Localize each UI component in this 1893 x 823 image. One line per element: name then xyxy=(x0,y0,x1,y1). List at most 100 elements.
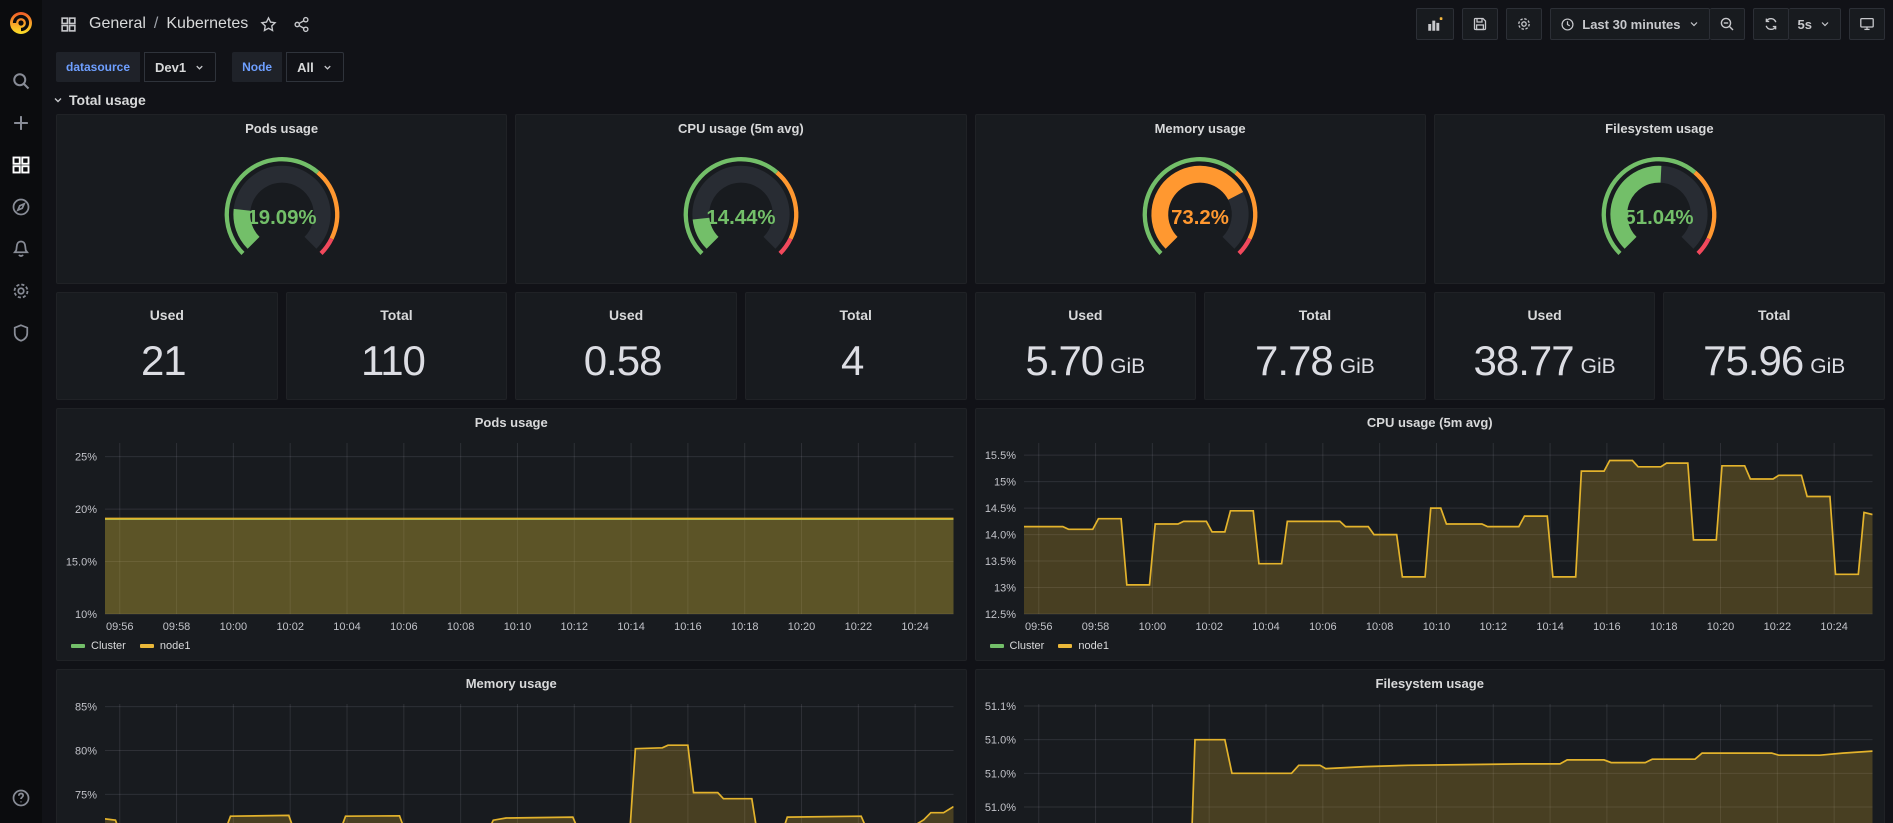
refresh-interval-picker[interactable]: 5s xyxy=(1788,8,1841,40)
kiosk-mode-button[interactable] xyxy=(1849,8,1885,40)
svg-text:51.0%: 51.0% xyxy=(984,768,1015,780)
breadcrumb-folder[interactable]: General xyxy=(89,15,146,32)
zoom-out-button[interactable] xyxy=(1709,8,1745,40)
stat-value: 4 xyxy=(841,337,864,384)
panel-chart-filesystem-usage[interactable]: Filesystem usage 09:5609:5810:0010:0210:… xyxy=(974,669,1885,823)
chevron-down-icon xyxy=(1821,22,1829,27)
stat-value: 38.77 xyxy=(1473,337,1575,384)
svg-text:09:56: 09:56 xyxy=(106,621,133,633)
stat-cpu-total[interactable]: Total 4 xyxy=(744,292,967,400)
configuration-gear-icon[interactable] xyxy=(4,274,38,308)
stat-filesystem-used[interactable]: Used 38.77 GiB xyxy=(1433,292,1656,400)
legend-label: node1 xyxy=(159,640,191,652)
panel-chart-cpu-usage[interactable]: CPU usage (5m avg) 09:56 09:58 10:00 10:02 1… xyxy=(974,408,1885,661)
svg-text:10:10: 10:10 xyxy=(504,621,531,633)
add-panel-button[interactable] xyxy=(1416,8,1455,40)
stat-pods-total[interactable]: Total 110 xyxy=(285,292,508,400)
svg-text:10:14: 10:14 xyxy=(1536,621,1563,633)
timeseries-memory-usage[interactable]: 09:5609:5810:0010:0210:0410:0610:0810:10… xyxy=(57,696,966,823)
panel-gauge-cpu[interactable]: CPU usage (5m avg) 14.44% xyxy=(515,114,967,284)
explore-compass-icon[interactable] xyxy=(4,190,38,224)
svg-text:10:18: 10:18 xyxy=(1649,621,1676,633)
row-header-total-usage[interactable]: Total usage xyxy=(42,90,1893,114)
time-range-label: Last 30 minutes xyxy=(1582,16,1681,32)
share-icon[interactable] xyxy=(289,12,314,37)
legend-item[interactable]: Cluster xyxy=(71,640,126,652)
stat-cpu-used[interactable]: Used 0.58 xyxy=(515,292,737,400)
svg-text:10:10: 10:10 xyxy=(1422,621,1449,633)
refresh-button[interactable] xyxy=(1752,8,1789,40)
svg-text:10:22: 10:22 xyxy=(845,621,872,633)
chart-legend: Cluster node1 xyxy=(57,636,966,660)
svg-text:10:20: 10:20 xyxy=(1706,621,1733,633)
svg-text:10:04: 10:04 xyxy=(333,621,360,633)
refresh-group: 5s xyxy=(1752,8,1841,40)
svg-text:51.04%: 51.04% xyxy=(1625,207,1694,229)
svg-text:10:08: 10:08 xyxy=(1365,621,1392,633)
svg-text:10:12: 10:12 xyxy=(561,621,588,633)
stat-pods-used[interactable]: Used 21 xyxy=(56,292,278,400)
row-title: Total usage xyxy=(69,92,146,108)
panel-gauge-pods[interactable]: Pods usage 19.09% xyxy=(56,114,508,284)
svg-text:10:14: 10:14 xyxy=(617,621,644,633)
legend-item[interactable]: node1 xyxy=(139,640,191,652)
svg-text:10:00: 10:00 xyxy=(1138,621,1165,633)
gauge-memory-usage: 73.2% xyxy=(976,141,1425,283)
admin-shield-icon[interactable] xyxy=(4,316,38,350)
panel-gauge-memory[interactable]: Memory usage 73.2% xyxy=(974,114,1426,284)
sidebar-menu xyxy=(4,64,38,350)
help-icon[interactable] xyxy=(4,781,38,815)
timeseries-filesystem-usage[interactable]: 09:5609:5810:0010:0210:0410:0610:0810:10… xyxy=(976,696,1885,823)
svg-text:85%: 85% xyxy=(75,702,97,714)
svg-text:10:24: 10:24 xyxy=(901,621,928,633)
svg-text:15.5%: 15.5% xyxy=(984,450,1015,462)
svg-text:75%: 75% xyxy=(75,789,97,801)
panel-title: Pods usage xyxy=(245,120,319,136)
legend-label: node1 xyxy=(1078,640,1109,652)
alerting-bell-icon[interactable] xyxy=(4,232,38,266)
save-dashboard-button[interactable] xyxy=(1462,8,1499,40)
stat-value: 75.96 xyxy=(1703,337,1804,384)
node-select[interactable]: All xyxy=(286,52,344,82)
clock-icon xyxy=(1561,17,1574,31)
timeseries-pods-usage[interactable]: 09:56 09:58 10:00 10:02 10:04 10:06 10:08 10:10… xyxy=(57,435,966,636)
time-range-picker[interactable]: Last 30 minutes xyxy=(1550,8,1710,40)
legend-item[interactable]: node1 xyxy=(1058,640,1109,652)
legend-item[interactable]: Cluster xyxy=(989,640,1044,652)
svg-text:09:58: 09:58 xyxy=(1081,621,1108,633)
sidebar xyxy=(0,0,42,823)
stat-memory-used[interactable]: Used 5.70 GiB xyxy=(974,292,1197,400)
svg-text:10:06: 10:06 xyxy=(390,621,417,633)
stat-value: 110 xyxy=(360,337,426,384)
panel-chart-memory-usage[interactable]: Memory usage 09:5609:5810:0010:0210:0410… xyxy=(56,669,967,823)
stat-row: Used 21 Total 110 Used 0.58 Total 4 Used xyxy=(56,292,1885,400)
svg-text:10:04: 10:04 xyxy=(1252,621,1279,633)
svg-text:10:22: 10:22 xyxy=(1763,621,1790,633)
svg-text:10:24: 10:24 xyxy=(1820,621,1847,633)
dashboards-icon[interactable] xyxy=(4,148,38,182)
breadcrumb-separator: / xyxy=(153,15,159,32)
svg-text:14.5%: 14.5% xyxy=(984,503,1015,515)
dashboard-settings-button[interactable] xyxy=(1506,8,1543,40)
stat-filesystem-total[interactable]: Total 75.96 GiB xyxy=(1663,292,1885,400)
svg-text:10:16: 10:16 xyxy=(1593,621,1620,633)
svg-text:14.44%: 14.44% xyxy=(706,207,775,229)
star-icon[interactable] xyxy=(256,12,281,37)
svg-text:10:00: 10:00 xyxy=(220,621,247,633)
search-icon[interactable] xyxy=(4,64,38,98)
chevron-down-icon xyxy=(1690,22,1697,27)
create-plus-icon[interactable] xyxy=(4,106,38,140)
grafana-logo[interactable] xyxy=(6,8,36,38)
panel-gauge-filesystem[interactable]: Filesystem usage 51.04% xyxy=(1433,114,1885,284)
gauge-pods-usage: 19.09% xyxy=(57,141,506,283)
legend-swatch xyxy=(989,644,1004,648)
svg-text:13.5%: 13.5% xyxy=(984,556,1015,568)
datasource-select[interactable]: Dev1 xyxy=(144,52,217,82)
timeseries-cpu-usage[interactable]: 09:56 09:58 10:00 10:02 10:04 10:06 10:08 10:10… xyxy=(976,435,1885,636)
breadcrumb-dashboard[interactable]: Kubernetes xyxy=(166,15,249,32)
stat-memory-total[interactable]: Total 7.78 GiB xyxy=(1204,292,1426,400)
panel-chart-pods-usage[interactable]: Pods usage 09:56 09:58 10:00 10:02 10:04 10:0… xyxy=(56,408,967,661)
variable-label: Node xyxy=(232,52,283,82)
variable-node: Node All xyxy=(232,52,344,82)
variables-bar: datasource Dev1 Node All xyxy=(42,48,1893,90)
